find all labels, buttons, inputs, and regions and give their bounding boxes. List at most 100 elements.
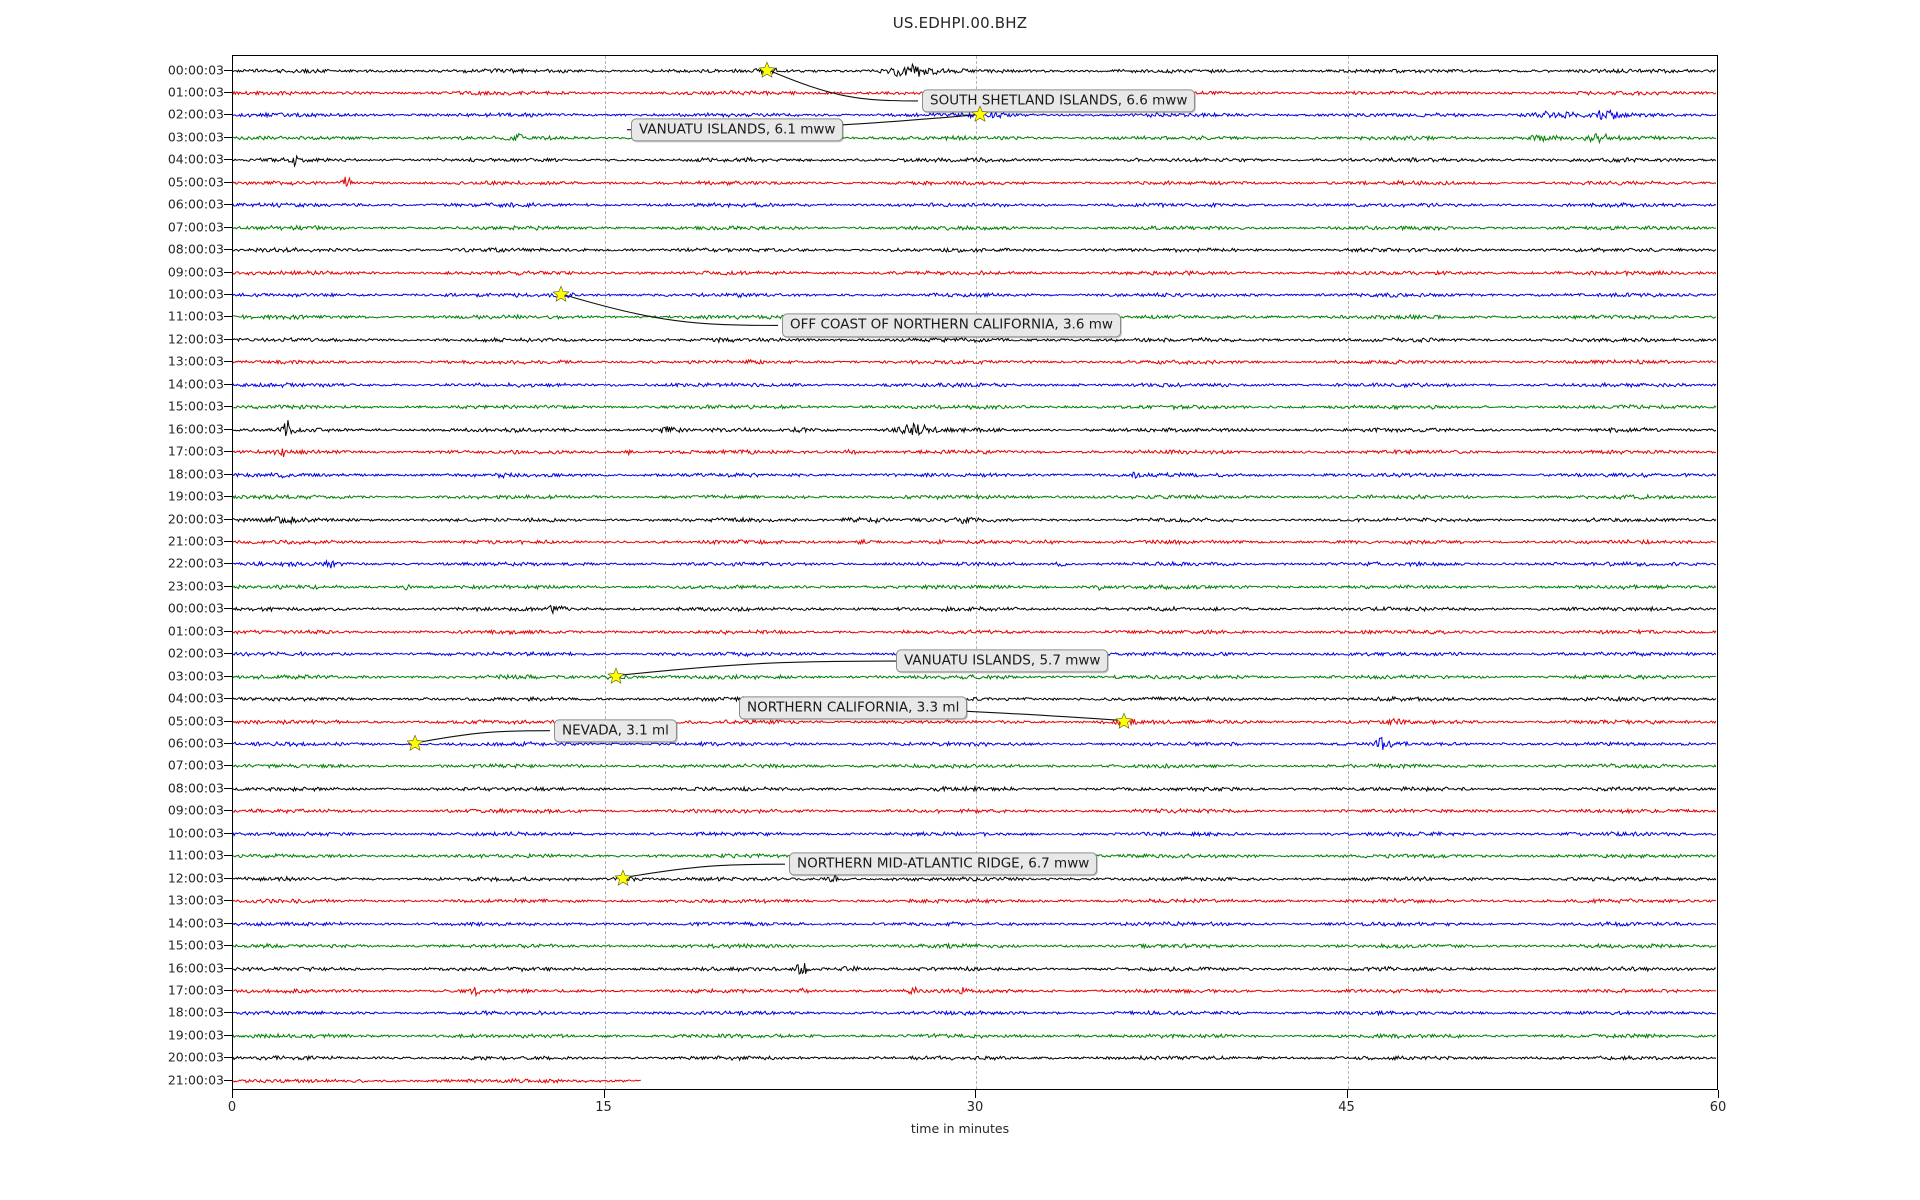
y-tick-mark-row-30 (224, 743, 232, 744)
y-tick-mark-row-29 (224, 720, 232, 722)
y-tick-mark-row-27 (224, 675, 232, 677)
trace-row-34 (233, 817, 1717, 851)
y-tick-mark-row-40 (224, 967, 232, 969)
y-tick-label-row-35: 11:00:03 (167, 847, 224, 863)
y-tick-mark-row-38 (224, 922, 232, 924)
x-tick-mark-30 (975, 1090, 976, 1098)
y-tick-label-row-24: 00:00:03 (167, 600, 224, 616)
y-tick-label-row-13: 13:00:03 (167, 353, 224, 369)
y-tick-label-row-27: 03:00:03 (167, 668, 224, 684)
trace-row-44 (233, 1041, 1717, 1075)
event-star-marker-0[interactable] (758, 61, 776, 78)
y-tick-label-row-22: 22:00:03 (167, 555, 224, 571)
trace-row-6 (233, 188, 1717, 222)
y-tick-mark-row-10 (224, 294, 232, 295)
y-tick-mark-row-36 (224, 877, 232, 879)
trace-row-22 (233, 547, 1717, 581)
trace-row-27 (233, 660, 1717, 694)
event-label-off-coast-of-northern-california[interactable]: OFF COAST OF NORTHERN CALIFORNIA, 3.6 mw (782, 313, 1121, 338)
y-tick-mark-row-34 (224, 832, 232, 834)
y-tick-mark-row-11 (224, 316, 232, 318)
event-label-vanuatu-islands[interactable]: VANUATU ISLANDS, 5.7 mww (896, 649, 1109, 673)
y-tick-mark-row-2 (224, 114, 232, 116)
y-tick-mark-row-6 (224, 204, 232, 206)
y-tick-label-row-39: 15:00:03 (167, 937, 224, 953)
trace-row-23 (233, 570, 1717, 604)
gridline-45min (1347, 56, 1349, 1089)
y-tick-label-row-43: 19:00:03 (167, 1027, 224, 1043)
event-label-northern-mid-atlantic-ridge[interactable]: NORTHERN MID-ATLANTIC RIDGE, 6.7 mww (789, 852, 1098, 876)
y-tick-label-row-12: 12:00:03 (167, 331, 224, 347)
y-tick-mark-row-45 (224, 1079, 232, 1081)
x-axis-label: time in minutes (910, 1121, 1010, 1136)
y-tick-mark-row-31 (224, 765, 232, 767)
event-star-marker-6[interactable] (614, 869, 632, 886)
y-tick-mark-row-22 (224, 563, 232, 565)
y-tick-mark-row-18 (224, 473, 232, 475)
x-tick-mark-15 (603, 1090, 605, 1098)
y-tick-label-row-10: 10:00:03 (167, 286, 224, 302)
trace-row-33 (233, 794, 1717, 828)
trace-row-14 (233, 368, 1717, 402)
y-tick-label-row-20: 20:00:03 (167, 511, 224, 526)
x-tick-mark-60 (1718, 1090, 1719, 1098)
y-tick-label-row-0: 00:00:03 (167, 62, 224, 77)
y-tick-label-row-21: 21:00:03 (167, 533, 224, 549)
y-tick-label-row-30: 06:00:03 (167, 735, 224, 751)
x-tick-mark-0 (232, 1090, 233, 1098)
y-tick-mark-row-35 (224, 855, 232, 857)
y-tick-mark-row-0 (224, 69, 232, 71)
y-tick-label-row-8: 08:00:03 (167, 241, 224, 257)
event-star-marker-3[interactable] (607, 667, 625, 684)
trace-row-7 (233, 211, 1717, 245)
y-tick-mark-row-33 (224, 810, 232, 812)
event-label-nevada[interactable]: NEVADA, 3.1 ml (554, 719, 677, 743)
trace-row-40 (233, 952, 1717, 986)
event-label-northern-california[interactable]: NORTHERN CALIFORNIA, 3.3 ml (739, 696, 968, 720)
trace-row-9 (233, 256, 1717, 290)
trace-row-30 (233, 727, 1717, 761)
page-title: US.EDHPI.00.BHZ (892, 14, 1028, 32)
y-tick-label-row-37: 13:00:03 (167, 892, 224, 908)
y-tick-mark-row-15 (224, 406, 232, 408)
y-tick-label-row-38: 14:00:03 (167, 915, 224, 931)
event-label-south-shetland-islands[interactable]: SOUTH SHETLAND ISLANDS, 6.6 mww (922, 89, 1196, 113)
y-tick-mark-row-20 (224, 518, 232, 520)
trace-row-42 (233, 996, 1717, 1030)
y-tick-mark-row-1 (224, 91, 232, 93)
x-tick-label-60: 60 (1709, 1100, 1727, 1115)
y-tick-mark-row-16 (224, 428, 232, 430)
trace-row-17 (233, 435, 1717, 469)
y-tick-label-row-29: 05:00:03 (167, 713, 224, 729)
y-tick-label-row-6: 06:00:03 (167, 196, 224, 212)
event-star-marker-5[interactable] (406, 734, 424, 752)
x-tick-label-45: 45 (1338, 1100, 1355, 1115)
y-tick-label-row-17: 17:00:03 (167, 443, 224, 459)
y-tick-mark-row-37 (224, 900, 232, 902)
trace-row-19 (233, 480, 1717, 514)
event-star-marker-2[interactable] (552, 285, 570, 303)
x-tick-label-0: 0 (227, 1100, 237, 1115)
trace-row-20 (233, 503, 1717, 537)
event-star-marker-1[interactable] (971, 105, 989, 123)
trace-row-36 (233, 862, 1717, 896)
trace-row-25 (233, 615, 1717, 649)
y-tick-mark-row-13 (224, 361, 232, 363)
y-tick-label-row-31: 07:00:03 (167, 757, 224, 773)
event-label-vanuatu-islands[interactable]: VANUATU ISLANDS, 6.1 mww (631, 118, 844, 142)
y-tick-label-row-1: 01:00:03 (167, 84, 224, 100)
trace-row-45 (233, 1064, 1717, 1098)
y-tick-mark-row-8 (224, 249, 232, 251)
event-star-marker-4[interactable] (1115, 712, 1133, 729)
gridline-15min (604, 56, 606, 1089)
y-tick-mark-row-12 (224, 338, 232, 340)
y-tick-label-row-32: 08:00:03 (167, 780, 224, 796)
y-tick-label-row-4: 04:00:03 (167, 151, 224, 167)
trace-row-18 (233, 458, 1717, 492)
trace-row-5 (233, 166, 1717, 200)
trace-row-3 (233, 121, 1717, 155)
y-tick-label-row-45: 21:00:03 (167, 1072, 224, 1088)
gridline-30min (976, 56, 977, 1089)
y-tick-label-row-23: 23:00:03 (167, 578, 224, 594)
